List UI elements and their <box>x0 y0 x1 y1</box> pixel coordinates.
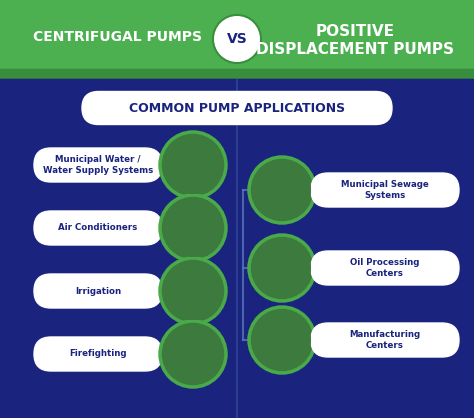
Circle shape <box>164 262 222 320</box>
Text: Municipal Sewage
Systems: Municipal Sewage Systems <box>341 180 429 200</box>
FancyBboxPatch shape <box>34 274 162 308</box>
Circle shape <box>160 132 226 198</box>
Circle shape <box>249 235 315 301</box>
Text: Manufacturing
Centers: Manufacturing Centers <box>349 330 420 350</box>
Text: Oil Processing
Centers: Oil Processing Centers <box>350 258 419 278</box>
Circle shape <box>160 321 226 387</box>
Text: DISPLACEMENT PUMPS: DISPLACEMENT PUMPS <box>256 41 454 56</box>
Text: COMMON PUMP APPLICATIONS: COMMON PUMP APPLICATIONS <box>129 102 345 115</box>
FancyBboxPatch shape <box>0 0 474 68</box>
Text: Municipal Water /
Water Supply Systems: Municipal Water / Water Supply Systems <box>43 155 153 175</box>
Circle shape <box>253 161 311 219</box>
Circle shape <box>164 136 222 194</box>
Circle shape <box>214 16 260 62</box>
FancyBboxPatch shape <box>82 92 392 125</box>
Text: Firefighting: Firefighting <box>69 349 127 359</box>
Circle shape <box>164 325 222 383</box>
FancyBboxPatch shape <box>34 337 162 371</box>
FancyBboxPatch shape <box>34 211 162 245</box>
FancyBboxPatch shape <box>311 173 459 207</box>
FancyBboxPatch shape <box>311 323 459 357</box>
Circle shape <box>253 239 311 297</box>
Circle shape <box>212 14 262 64</box>
Circle shape <box>253 311 311 369</box>
Circle shape <box>249 157 315 223</box>
FancyBboxPatch shape <box>34 148 162 182</box>
Text: FIRE: FIRE <box>184 351 202 357</box>
Circle shape <box>160 195 226 261</box>
Circle shape <box>164 199 222 257</box>
Text: VS: VS <box>227 32 247 46</box>
Text: IRR: IRR <box>186 288 200 294</box>
Text: Irrigation: Irrigation <box>75 286 121 296</box>
Text: POSITIVE: POSITIVE <box>316 23 394 38</box>
Circle shape <box>160 258 226 324</box>
Text: TAP: TAP <box>185 162 201 168</box>
Circle shape <box>249 307 315 373</box>
FancyBboxPatch shape <box>0 0 474 78</box>
Text: CENTRIFUGAL PUMPS: CENTRIFUGAL PUMPS <box>34 30 202 44</box>
Text: Air Conditioners: Air Conditioners <box>58 224 137 232</box>
FancyBboxPatch shape <box>311 251 459 285</box>
Text: A/C: A/C <box>186 225 200 231</box>
